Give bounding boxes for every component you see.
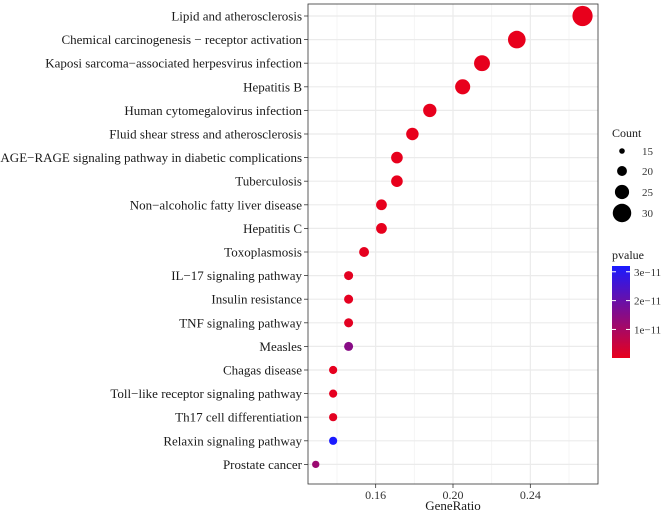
size-legend-title: Count <box>612 126 642 140</box>
colorbar-label: 1e−11 <box>634 324 661 336</box>
data-point <box>329 365 338 375</box>
size-legend: Count 15 20 25 30 <box>612 126 654 223</box>
y-tick-label: Chagas disease <box>223 363 302 378</box>
y-tick-label: Th17 cell differentiation <box>175 410 302 425</box>
y-tick-label: Human cytomegalovirus infection <box>124 103 302 118</box>
y-tick-label: Lipid and atherosclerosis <box>171 9 302 24</box>
data-point <box>376 223 387 234</box>
size-legend-dot <box>617 166 627 176</box>
y-tick-label: Relaxin signaling pathway <box>163 433 302 448</box>
data-point <box>406 127 419 141</box>
data-point <box>572 5 593 27</box>
size-legend-label: 15 <box>642 146 654 158</box>
y-tick-label: Toxoplasmosis <box>224 245 302 260</box>
y-tick-label: AGE−RAGE signaling pathway in diabetic c… <box>0 150 302 165</box>
data-point <box>359 247 370 257</box>
grid-layer <box>308 4 598 484</box>
data-point <box>329 413 338 422</box>
x-axis-title: GeneRatio <box>425 498 481 513</box>
y-tick-label: Toll−like receptor signaling pathway <box>110 386 302 401</box>
size-legend-label: 20 <box>642 166 654 178</box>
data-point <box>312 460 320 469</box>
data-point <box>344 294 354 304</box>
points-layer <box>312 5 593 469</box>
y-tick-label: Fluid shear stress and atherosclerosis <box>109 127 302 142</box>
color-legend-title: pvalue <box>612 248 644 262</box>
y-tick-label: Kaposi sarcoma−associated herpesvirus in… <box>45 56 302 71</box>
data-point <box>376 199 387 211</box>
y-tick-label: Hepatitis C <box>243 221 302 236</box>
x-tick-label: 0.20 <box>443 488 464 502</box>
size-legend-dot <box>619 148 625 154</box>
y-tick-label: Prostate cancer <box>223 457 303 472</box>
data-point <box>474 55 490 72</box>
y-tick-label: Chemical carcinogenesis − receptor activ… <box>61 32 302 47</box>
size-legend-label: 30 <box>642 208 654 220</box>
size-legend-dot <box>612 203 632 223</box>
data-point <box>507 30 526 49</box>
x-tick-label: 0.16 <box>365 488 386 502</box>
data-point <box>344 318 354 328</box>
x-axis: 0.16 0.20 0.24 <box>365 484 541 502</box>
data-point <box>391 151 403 164</box>
pvalue-colorbar <box>612 266 630 358</box>
x-tick-label: 0.24 <box>520 488 541 502</box>
y-tick-label: Non−alcoholic fatty liver disease <box>130 197 303 212</box>
colorbar-label: 2e−11 <box>634 296 661 308</box>
y-axis: Lipid and atherosclerosis Chemical carcin… <box>0 9 308 472</box>
data-point <box>423 103 437 118</box>
data-point <box>344 341 354 351</box>
size-legend-dot <box>614 184 630 200</box>
y-tick-label: IL−17 signaling pathway <box>171 268 302 283</box>
y-tick-label: Measles <box>259 339 302 354</box>
color-legend: pvalue 1e−11 2e−11 3e−11 <box>612 248 661 358</box>
size-legend-label: 25 <box>642 187 654 199</box>
data-point <box>329 389 338 398</box>
colorbar-label: 3e−11 <box>634 267 661 279</box>
data-point <box>391 175 403 188</box>
y-tick-label: Insulin resistance <box>211 292 302 307</box>
y-tick-label: Hepatitis B <box>243 79 302 94</box>
y-tick-label: Tuberculosis <box>235 174 302 189</box>
data-point <box>455 79 471 95</box>
y-tick-label: TNF signaling pathway <box>179 315 302 330</box>
data-point <box>344 271 354 281</box>
data-point <box>329 436 338 445</box>
